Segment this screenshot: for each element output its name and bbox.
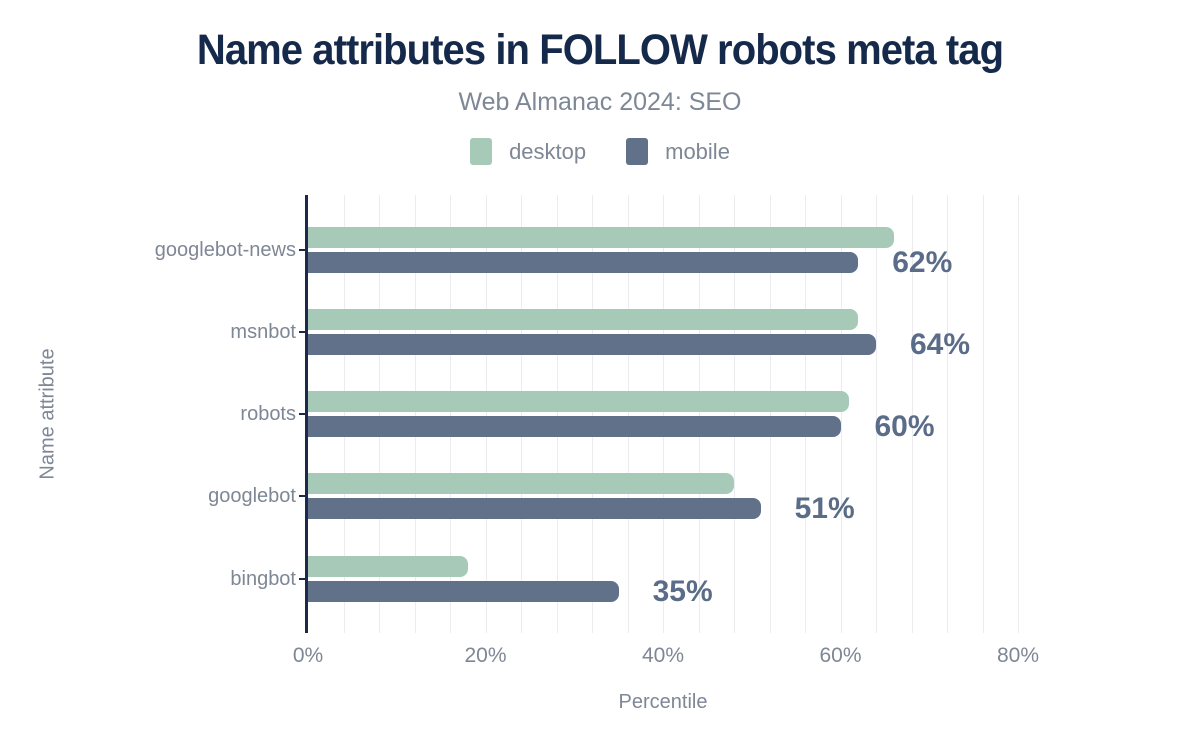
gridline bbox=[1018, 195, 1019, 633]
bar-desktop bbox=[308, 226, 894, 248]
category-label: robots bbox=[240, 403, 296, 426]
gridline bbox=[521, 195, 522, 633]
x-tick-label: 40% bbox=[641, 644, 685, 667]
y-axis-tick bbox=[299, 577, 305, 580]
gridline bbox=[343, 195, 345, 633]
category-label: bingbot bbox=[230, 567, 296, 590]
y-axis-title: Name attribute bbox=[36, 348, 59, 480]
value-label: 62% bbox=[892, 245, 953, 279]
value-label: 35% bbox=[652, 574, 713, 608]
y-axis-line bbox=[305, 195, 308, 633]
x-tick-label: 0% bbox=[292, 644, 324, 667]
mobile-swatch-icon bbox=[626, 138, 649, 165]
legend-item-desktop: desktop bbox=[470, 138, 586, 165]
gridline bbox=[414, 195, 416, 633]
bar-mobile bbox=[308, 333, 876, 355]
chart-subtitle: Web Almanac 2024: SEO bbox=[458, 88, 742, 116]
category-label: googlebot-news bbox=[154, 238, 296, 261]
gridline bbox=[698, 195, 700, 633]
gridline bbox=[379, 195, 380, 633]
category-label: msnbot bbox=[230, 320, 296, 343]
value-label: 64% bbox=[910, 327, 971, 361]
gridline bbox=[876, 195, 877, 633]
gridline bbox=[982, 195, 984, 633]
legend: desktop mobile bbox=[0, 138, 1200, 165]
desktop-swatch-icon bbox=[470, 138, 493, 165]
bar-desktop bbox=[308, 391, 850, 413]
gridline bbox=[556, 195, 558, 633]
x-axis-title: Percentile bbox=[618, 691, 708, 713]
bar-desktop bbox=[308, 555, 468, 577]
x-tick-label: 80% bbox=[996, 644, 1040, 667]
gridline bbox=[911, 195, 913, 633]
gridline bbox=[627, 195, 629, 633]
gridline bbox=[734, 195, 735, 633]
y-axis-tick bbox=[299, 495, 305, 498]
bar-mobile bbox=[308, 251, 859, 273]
legend-item-mobile: mobile bbox=[626, 138, 730, 165]
y-axis-tick bbox=[299, 330, 305, 333]
gridline bbox=[805, 195, 806, 633]
x-tick-label: 20% bbox=[464, 644, 507, 667]
category-label: googlebot bbox=[208, 485, 296, 508]
gridline bbox=[592, 195, 593, 633]
gridline bbox=[769, 195, 771, 633]
gridline bbox=[450, 195, 451, 633]
y-axis-tick bbox=[299, 248, 305, 251]
bar-mobile bbox=[308, 416, 841, 438]
value-label: 51% bbox=[794, 492, 855, 526]
bar-desktop bbox=[308, 473, 734, 495]
value-label: 60% bbox=[874, 410, 935, 444]
legend-label-mobile: mobile bbox=[665, 138, 730, 164]
gridline bbox=[485, 195, 487, 633]
gridline bbox=[663, 195, 664, 633]
chart-title: Name attributes in FOLLOW robots meta ta… bbox=[196, 26, 1004, 74]
bar-mobile bbox=[308, 580, 619, 602]
bar-desktop bbox=[308, 308, 859, 330]
legend-label-desktop: desktop bbox=[509, 138, 587, 164]
gridline bbox=[840, 195, 842, 633]
gridline bbox=[947, 195, 948, 633]
bar-mobile bbox=[308, 498, 761, 520]
x-tick-label: 60% bbox=[819, 644, 862, 667]
y-axis-tick bbox=[299, 413, 305, 416]
